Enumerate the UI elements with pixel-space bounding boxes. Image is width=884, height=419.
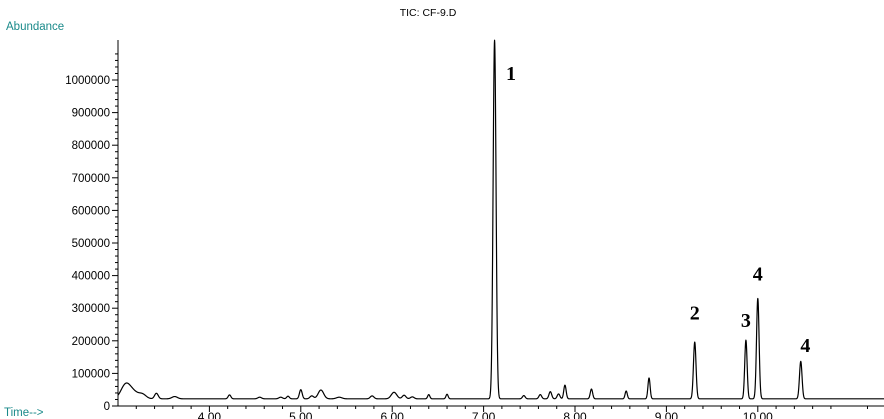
peak-label: 3 — [741, 310, 751, 332]
peak-annotations: 1 2 3 4 4 — [506, 63, 810, 357]
x-tick-label: 7.00 — [472, 410, 496, 419]
peak-label: 4 — [753, 263, 763, 285]
y-tick-label: 500000 — [72, 238, 110, 250]
y-ticks: 0 100000 200000 300000 400000 500000 600000 700… — [65, 53, 118, 413]
x-tick-label: 10.00 — [743, 410, 773, 419]
trace-line — [117, 39, 884, 400]
y-tick-label: 600000 — [72, 205, 110, 217]
axes — [117, 40, 884, 407]
y-tick-label: 800000 — [72, 140, 110, 152]
y-tick-label: 400000 — [72, 271, 110, 283]
x-tick-label: 9.00 — [655, 410, 679, 419]
y-tick-label: 100000 — [72, 368, 110, 380]
chart-title: TIC: CF-9.D — [400, 7, 457, 19]
y-tick-label: 1000000 — [65, 75, 110, 87]
x-tick-label: 6.00 — [381, 410, 405, 419]
y-tick-label: 0 — [104, 401, 110, 413]
x-tick-label: 8.00 — [563, 410, 587, 419]
y-tick-label: 900000 — [72, 108, 110, 120]
x-axis-label: Time--> — [4, 407, 44, 419]
y-tick-label: 700000 — [72, 173, 110, 185]
x-ticks: 4.00 5.00 6.00 7.00 8.00 9.00 10.00 — [135, 406, 868, 419]
x-tick-label: 4.00 — [198, 410, 222, 419]
y-axis-label: Abundance — [6, 21, 64, 33]
peak-label: 2 — [690, 303, 700, 325]
peak-label: 4 — [800, 335, 810, 357]
y-tick-label: 200000 — [72, 336, 110, 348]
trace-group — [117, 39, 884, 400]
y-tick-label: 300000 — [72, 303, 110, 315]
x-tick-label: 5.00 — [289, 410, 313, 419]
peak-label: 1 — [506, 63, 516, 85]
